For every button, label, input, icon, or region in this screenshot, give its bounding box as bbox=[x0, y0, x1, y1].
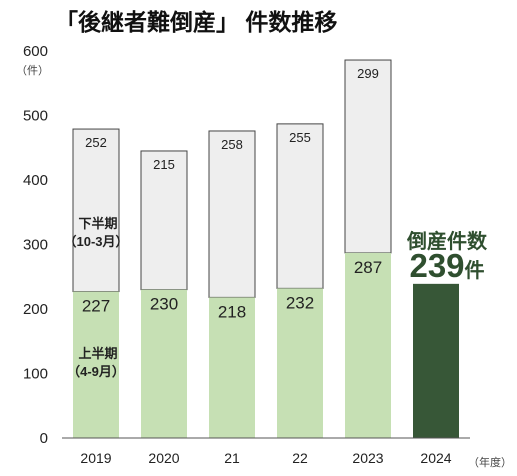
data-label-lower: 230 bbox=[150, 295, 178, 314]
lower-half-label-line2: （4-9月） bbox=[67, 364, 125, 379]
bar-lower-2023 bbox=[345, 252, 391, 438]
y-tick-label: 100 bbox=[23, 366, 48, 383]
x-tick-label: 21 bbox=[224, 450, 240, 466]
highlight-label: 倒産件数 bbox=[406, 229, 488, 253]
data-label-upper: 258 bbox=[221, 137, 243, 152]
bar-upper-21 bbox=[208, 130, 256, 298]
highlight-unit: 件 bbox=[465, 258, 485, 282]
chart-title: 「後継者難倒産」 件数推移 bbox=[55, 9, 337, 35]
data-label-lower: 232 bbox=[286, 293, 314, 312]
bar-upper-2020 bbox=[140, 150, 188, 291]
y-tick-label: 500 bbox=[23, 108, 48, 125]
data-label-lower: 218 bbox=[218, 302, 246, 321]
data-label-upper: 215 bbox=[153, 157, 175, 172]
bar-upper-2019 bbox=[72, 128, 120, 293]
bar-lower-21 bbox=[209, 297, 255, 438]
x-tick-label: 2023 bbox=[352, 450, 383, 466]
highlight-value: 239件 bbox=[409, 247, 484, 284]
x-tick-label: 2019 bbox=[80, 450, 111, 466]
y-tick-label: 300 bbox=[23, 237, 48, 254]
highlight-number: 239 bbox=[409, 247, 464, 284]
y-tick-label: 200 bbox=[23, 301, 48, 318]
x-axis: 2019 2020 21 22 2023 2024 bbox=[62, 437, 470, 466]
bar-lower-2020 bbox=[141, 289, 187, 438]
x-tick-label: 22 bbox=[292, 450, 308, 466]
x-axis-unit: （年度） bbox=[468, 455, 512, 469]
data-label-lower: 287 bbox=[354, 258, 382, 277]
upper-half-label-line1: 下半期 bbox=[78, 216, 117, 231]
y-axis-unit: （件） bbox=[16, 64, 49, 77]
bar-lower-2019 bbox=[73, 291, 119, 438]
x-tick-label: 2020 bbox=[148, 450, 179, 466]
upper-half-label-line2: （10-3月） bbox=[63, 234, 128, 249]
lower-half-label-line1: 上半期 bbox=[78, 346, 117, 361]
bars: 252 227 215 230 258 218 255 232 299 287 bbox=[72, 59, 459, 438]
annotations: 下半期 （10-3月） 上半期 （4-9月） 倒産件数 239件 bbox=[63, 216, 488, 379]
data-label-lower: 227 bbox=[82, 297, 110, 316]
y-axis: 0 100 200 300 400 500 600 bbox=[23, 43, 48, 447]
bar-highlight-2024 bbox=[413, 283, 459, 438]
y-tick-label: 600 bbox=[23, 43, 48, 60]
bar-lower-22 bbox=[277, 288, 323, 438]
y-tick-label: 400 bbox=[23, 172, 48, 189]
data-label-upper: 299 bbox=[357, 66, 379, 81]
y-tick-label: 0 bbox=[40, 430, 48, 447]
data-label-upper: 252 bbox=[85, 135, 107, 150]
x-tick-label: 2024 bbox=[420, 450, 451, 466]
bar-upper-2023 bbox=[344, 59, 392, 254]
data-label-upper: 255 bbox=[289, 130, 311, 145]
bar-upper-22 bbox=[276, 123, 324, 289]
